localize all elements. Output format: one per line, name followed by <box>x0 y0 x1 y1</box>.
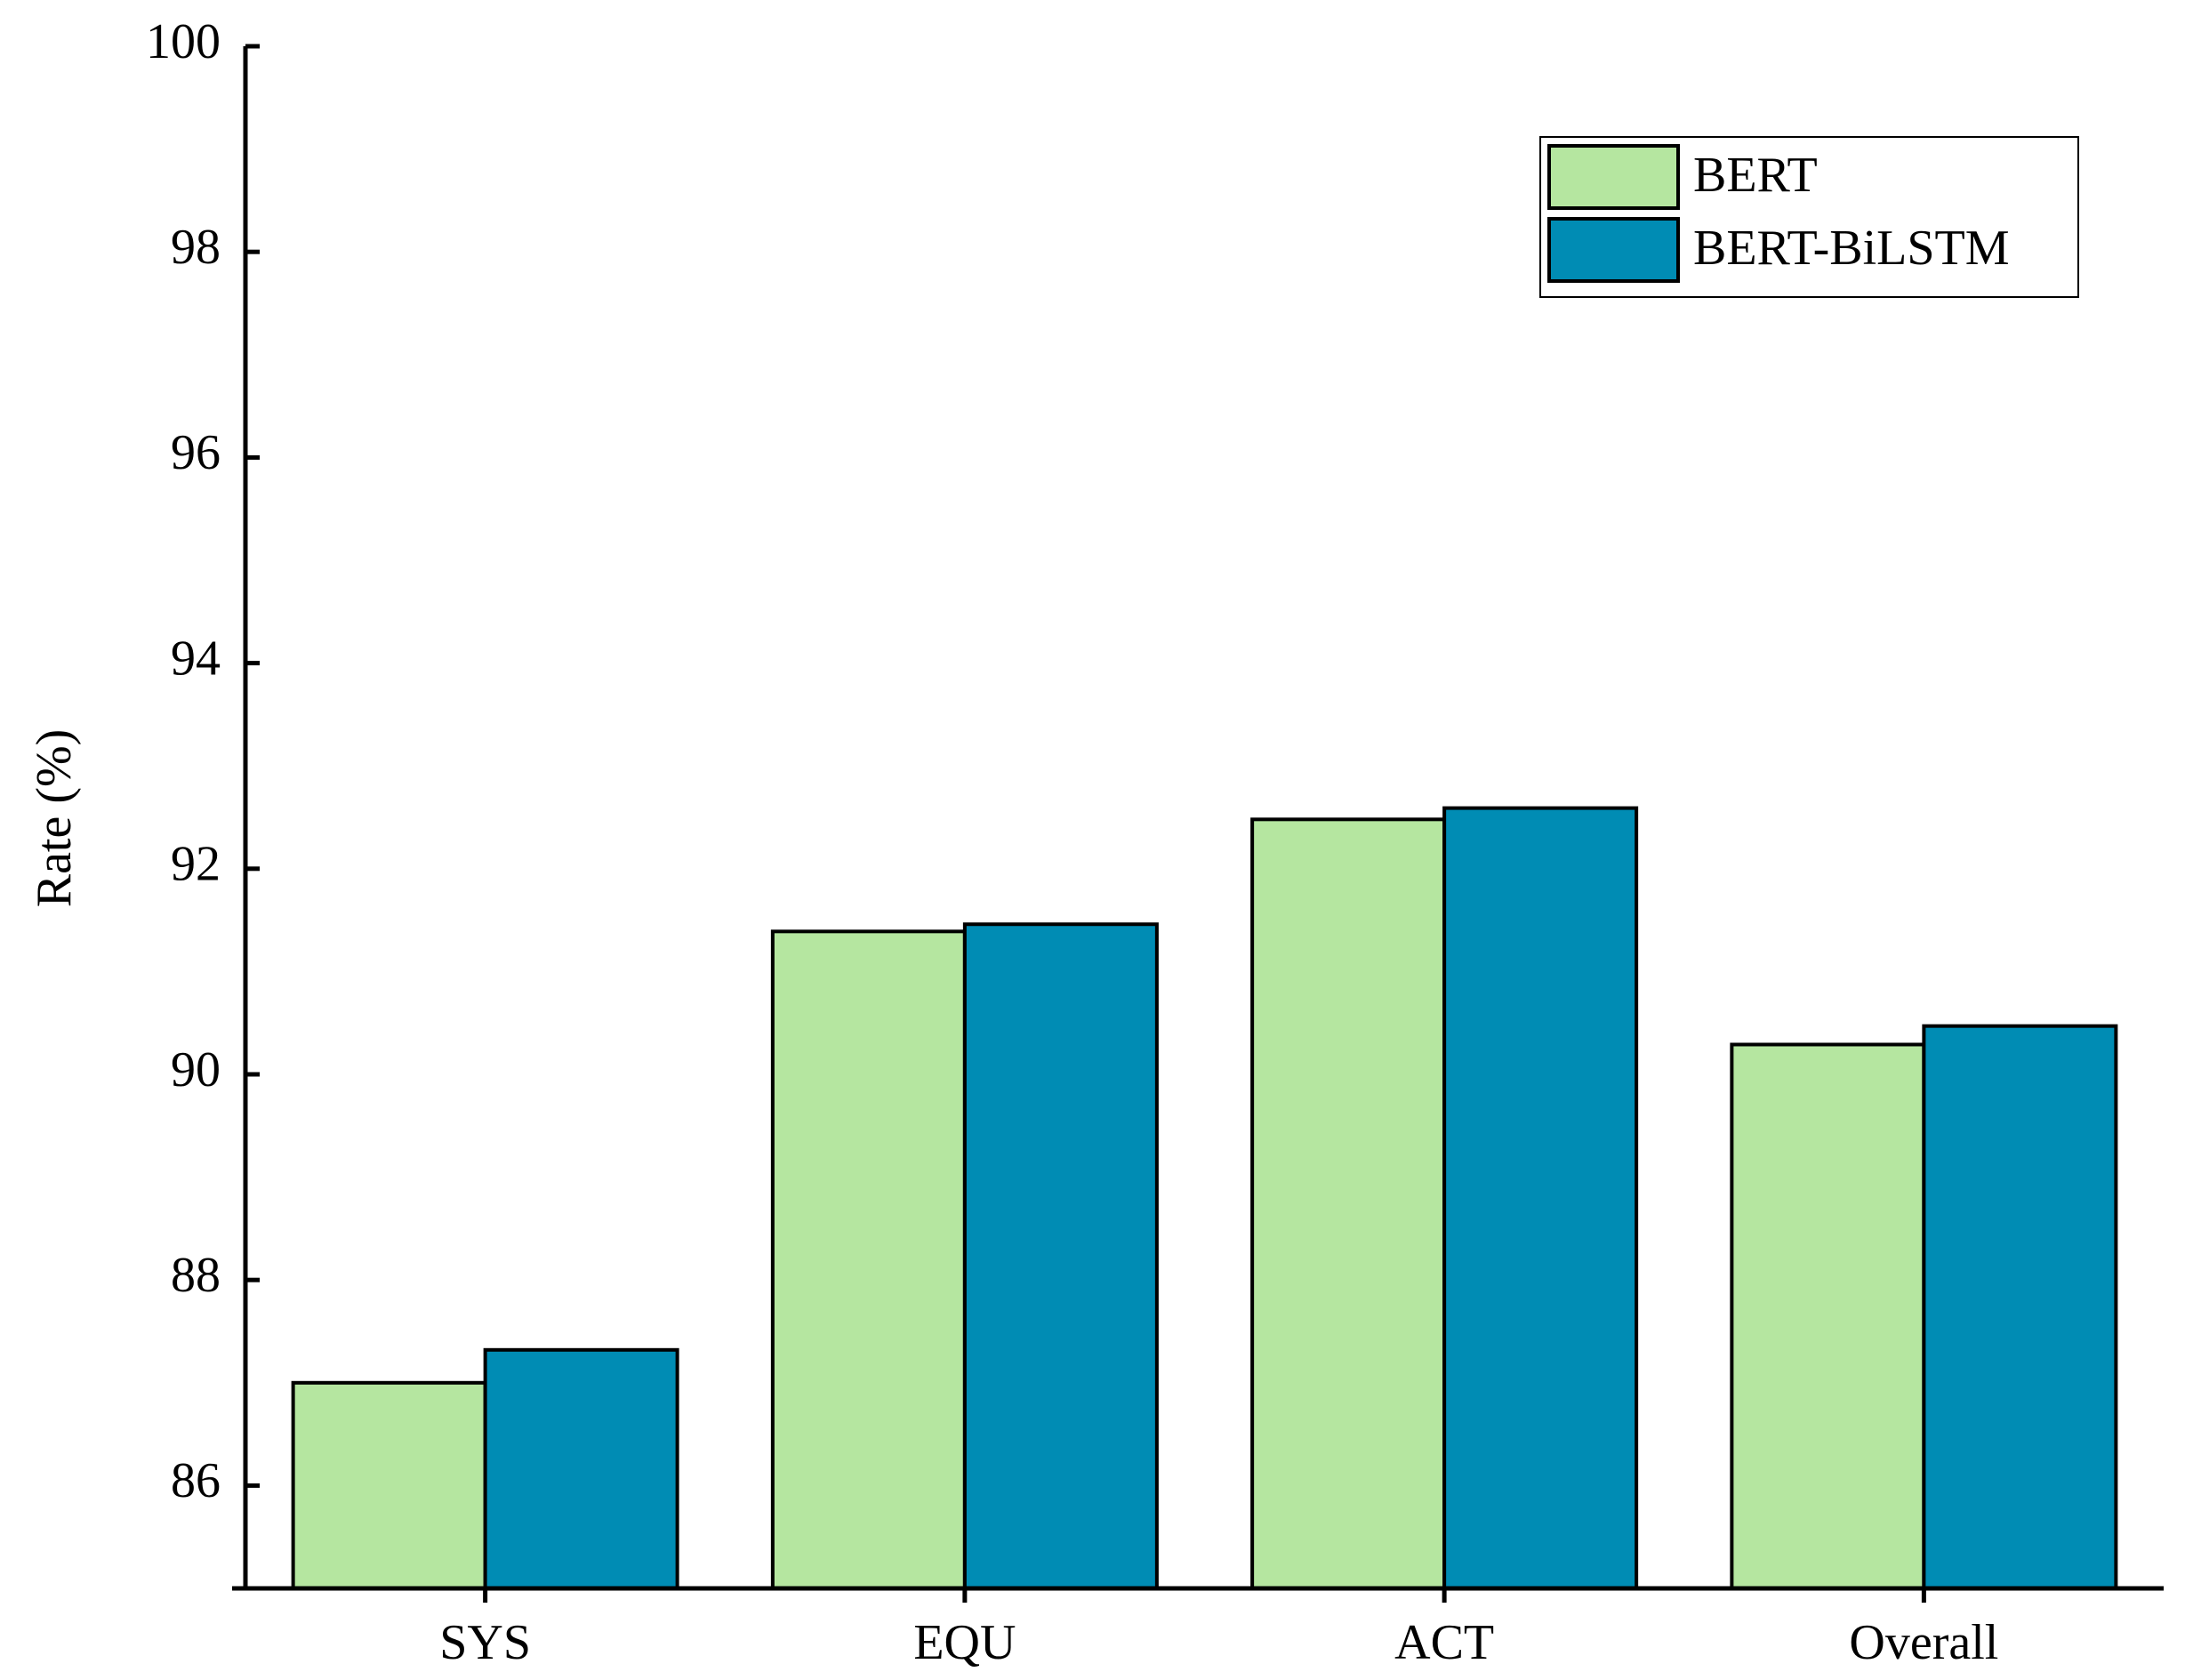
legend-swatch <box>1547 217 1680 283</box>
bar <box>1922 1024 2118 1590</box>
legend-label: BERT-BiLSTM <box>1693 221 2010 276</box>
bar <box>483 1347 679 1590</box>
y-tick-label: 92 <box>171 837 221 892</box>
bar <box>1442 806 1639 1590</box>
x-tick-label: EQU <box>913 1615 1016 1670</box>
legend-label: BERT <box>1693 148 1818 203</box>
y-tick-label: 86 <box>171 1453 221 1508</box>
y-axis-label: Rate (%) <box>27 729 82 908</box>
legend-swatch <box>1547 144 1680 210</box>
x-tick-label: SYS <box>439 1615 531 1670</box>
bar <box>962 922 1159 1590</box>
y-tick-label: 98 <box>171 220 221 275</box>
bar <box>770 929 967 1591</box>
y-tick-label: 100 <box>146 14 221 69</box>
y-tick-label: 90 <box>171 1042 221 1097</box>
x-tick-label: Overall <box>1849 1615 1998 1670</box>
bar <box>1730 1042 1926 1590</box>
bar <box>1250 817 1447 1590</box>
y-tick-label: 88 <box>171 1248 221 1303</box>
y-tick-label: 96 <box>171 425 221 480</box>
y-tick-label: 94 <box>171 631 221 686</box>
x-tick-label: ACT <box>1394 1615 1494 1670</box>
bar <box>291 1380 487 1591</box>
